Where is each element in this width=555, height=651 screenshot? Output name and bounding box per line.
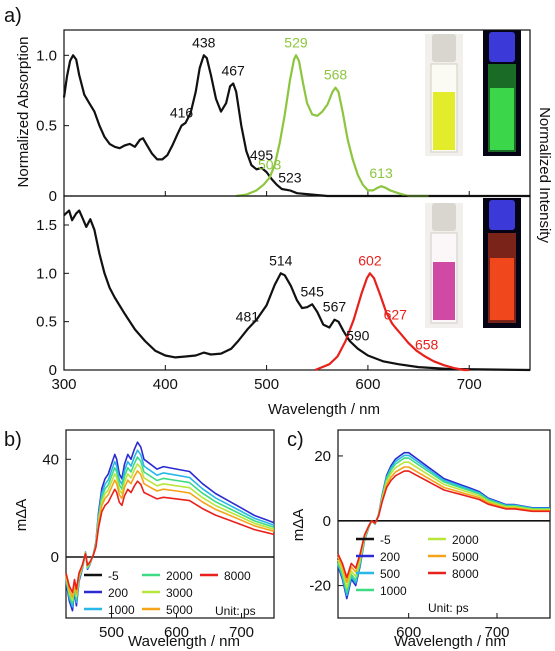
- b-legend-label: 3000: [166, 586, 193, 600]
- a-bottom-peak-label: 545: [301, 283, 325, 299]
- panel-label-b: b): [4, 429, 22, 451]
- a-bottom-ytick-label: 1.0: [36, 265, 57, 282]
- c-legend-label: 2000: [452, 533, 479, 547]
- a-top-ytick-label: 0.5: [36, 118, 57, 135]
- b-ytick-label: 40: [42, 451, 59, 468]
- a-bottom-xtick-label: 700: [457, 376, 482, 393]
- panel-label-a: a): [4, 5, 22, 27]
- c-legend-label: 1000: [380, 584, 407, 598]
- a-bottom-xtick-label: 400: [153, 376, 178, 393]
- a-top-peak-label: 613: [369, 165, 393, 181]
- vial-photo-pink: [425, 203, 463, 328]
- c-legend-label: -5: [380, 533, 391, 547]
- b-unit-note: Unit: ps: [215, 604, 256, 618]
- a-xlabel: Wavelength / nm: [268, 401, 380, 418]
- a-top-peak-label: 495: [250, 147, 274, 163]
- b-legend-label: 8000: [224, 569, 251, 583]
- a-ylabel-right: Normalized Intensity: [536, 107, 553, 243]
- b-axes: [65, 429, 275, 619]
- a-bottom-series-line-0: [63, 209, 531, 372]
- c-series-line-8000: [337, 470, 550, 579]
- a-top-peak-label: 438: [192, 34, 216, 50]
- a-top-series-line-1: [236, 54, 429, 198]
- a-bottom-peak-label: 481: [236, 308, 260, 324]
- a-top-peak-label: 467: [221, 62, 245, 78]
- a-bottom-peak-label: 602: [358, 252, 382, 268]
- a-top-ytick-label: 1.0: [36, 47, 57, 64]
- a-top-peak-label: 568: [324, 67, 348, 83]
- a-bottom-peak-label: 514: [269, 252, 293, 268]
- c-ylabel: mΔA: [290, 509, 307, 542]
- plot-c: -20 0 20 600 700 -5 200 500 1000 2000 5000 8000 Unit…: [309, 429, 551, 641]
- b-legend-label: -5: [108, 569, 119, 583]
- a-top-peak-label: 529: [284, 34, 308, 50]
- a-bottom-axes: [63, 195, 531, 371]
- c-ytick-label: 20: [314, 448, 331, 465]
- c-ytick-label: -20: [309, 578, 331, 595]
- plot-a-bottom: 0 0.5 1.0 1.5 300 400 500 600 700 514 545 481 567 590…: [36, 195, 531, 393]
- a-top-series-line-0: [62, 54, 530, 198]
- a-top-peak-label: 503: [258, 157, 282, 173]
- c-legend-label: 200: [380, 550, 400, 564]
- a-bottom-ytick-label: 1.5: [36, 217, 57, 234]
- a-bottom-ytick-label: 0: [49, 362, 57, 379]
- c-xlabel: Wavelength / nm: [394, 633, 506, 650]
- a-bottom-series-line-1: [314, 272, 470, 372]
- a-bottom-peak-label: 567: [323, 299, 347, 315]
- c-ytick-label: 0: [323, 513, 331, 530]
- c-legend-label: 5000: [452, 550, 479, 564]
- c-legend-label: 8000: [452, 567, 479, 581]
- vial-photo-yellow: [425, 34, 463, 156]
- b-legend-label: 200: [108, 586, 128, 600]
- a-bottom-peak-label: 627: [384, 306, 408, 322]
- b-xtick-label: 700: [229, 624, 254, 641]
- b-legend-label: 5000: [166, 603, 193, 617]
- panel-label-c: c): [287, 429, 304, 451]
- a-top-ytick-label: 0: [49, 188, 57, 205]
- a-top-peak-label: 416: [170, 105, 194, 121]
- a-bottom-xtick-label: 600: [355, 376, 380, 393]
- b-series-line-8000: [65, 480, 275, 594]
- b-xlabel: Wavelength / nm: [128, 633, 240, 650]
- a-top-peak-label: 523: [278, 169, 302, 185]
- a-bottom-xtick-label: 300: [51, 376, 76, 393]
- c-legend-label: 500: [380, 567, 400, 581]
- b-legend-label: 1000: [108, 603, 135, 617]
- a-bottom-ytick-label: 0.5: [36, 314, 57, 331]
- c-xtick-label: 700: [484, 624, 509, 641]
- c-xtick-label: 600: [396, 624, 421, 641]
- b-xtick-label: 600: [164, 624, 189, 641]
- b-xtick-label: 500: [99, 624, 124, 641]
- c-unit-note: Unit: ps: [428, 601, 469, 615]
- a-ylabel-left: Normalized Absorption: [15, 37, 32, 188]
- vial-photo-green-fluorescence: [483, 30, 521, 156]
- a-bottom-peak-label: 658: [415, 336, 439, 352]
- a-bottom-xtick-label: 500: [254, 376, 279, 393]
- c-axes: [337, 429, 551, 619]
- b-legend-label: 2000: [166, 569, 193, 583]
- plot-b: 0 40 500 600 700 -5 200 1000 2000 3000 5000 8000 Uni…: [42, 429, 275, 641]
- vial-photo-red-fluorescence: [483, 198, 521, 328]
- b-ytick-label: 0: [51, 549, 59, 566]
- b-ylabel: mΔA: [13, 499, 30, 532]
- a-bottom-peak-label: 590: [346, 328, 370, 344]
